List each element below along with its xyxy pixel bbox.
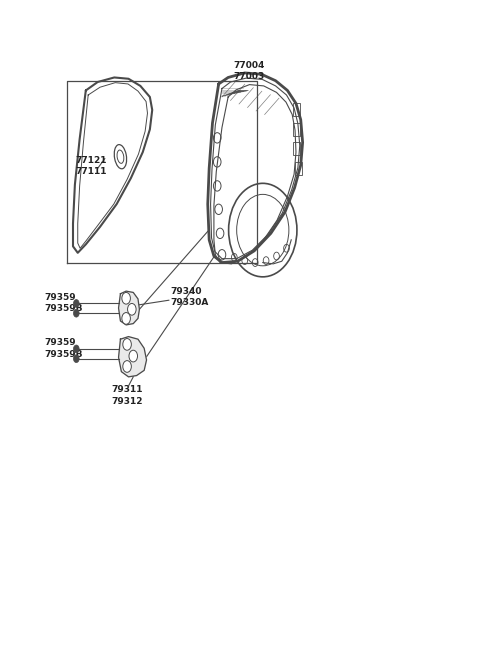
Circle shape <box>73 309 79 317</box>
Polygon shape <box>119 337 146 377</box>
Text: 79312: 79312 <box>111 397 143 406</box>
Circle shape <box>73 355 79 363</box>
Circle shape <box>122 312 131 324</box>
Bar <box>293 142 300 155</box>
Circle shape <box>73 345 79 353</box>
Circle shape <box>123 361 132 372</box>
Text: 79359B: 79359B <box>45 350 83 359</box>
Circle shape <box>122 292 131 304</box>
Text: 79340: 79340 <box>170 288 202 296</box>
Text: 79359: 79359 <box>45 338 76 347</box>
Bar <box>293 123 300 136</box>
Text: 77004: 77004 <box>234 61 265 69</box>
Text: 79330A: 79330A <box>170 299 209 307</box>
Circle shape <box>128 303 136 315</box>
Circle shape <box>73 299 79 307</box>
Circle shape <box>123 339 132 350</box>
Text: 79311: 79311 <box>111 385 143 394</box>
Text: 79359: 79359 <box>45 293 76 301</box>
Bar <box>293 103 300 117</box>
Bar <box>295 162 301 175</box>
Text: 77111: 77111 <box>75 167 107 176</box>
Circle shape <box>129 350 138 362</box>
Text: 77003: 77003 <box>234 72 265 81</box>
Text: 77121: 77121 <box>75 156 107 165</box>
Text: 79359B: 79359B <box>45 304 83 313</box>
Polygon shape <box>119 291 139 325</box>
